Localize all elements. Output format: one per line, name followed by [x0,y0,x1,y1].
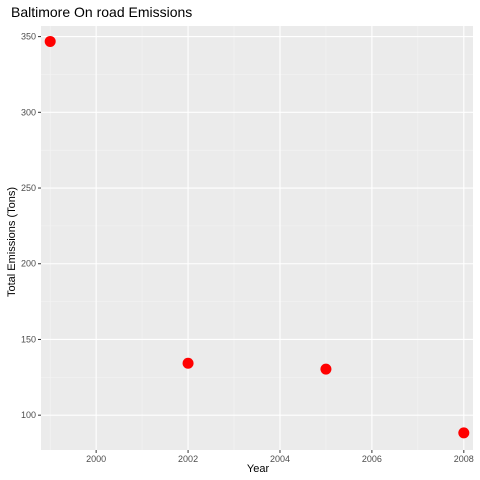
y-tick-label: 200 [21,259,36,269]
y-axis-title: Total Emissions (Tons) [6,187,18,297]
data-point [458,427,470,439]
data-point [182,357,194,369]
x-tick-label: 2006 [362,454,382,464]
y-tick-label: 100 [21,410,36,420]
minor-gridlines [41,26,473,450]
y-axis: 100 150 200 250 300 350 [21,32,41,420]
x-tick-label: 2002 [178,454,198,464]
data-point [320,363,332,375]
x-tick-label: 2004 [270,454,290,464]
major-gridlines [41,26,473,450]
x-tick-label: 2008 [454,454,474,464]
y-tick-label: 150 [21,334,36,344]
x-axis-title: Year [247,463,270,475]
data-points [44,35,470,439]
y-tick-label: 250 [21,183,36,193]
y-tick-label: 350 [21,32,36,42]
x-axis: 2000 2002 2004 2006 2008 [86,450,474,464]
chart-title: Baltimore On road Emissions [11,4,192,20]
plot-panel [41,26,473,450]
y-tick-label: 300 [21,107,36,117]
data-point [44,35,56,47]
x-tick-label: 2000 [86,454,106,464]
